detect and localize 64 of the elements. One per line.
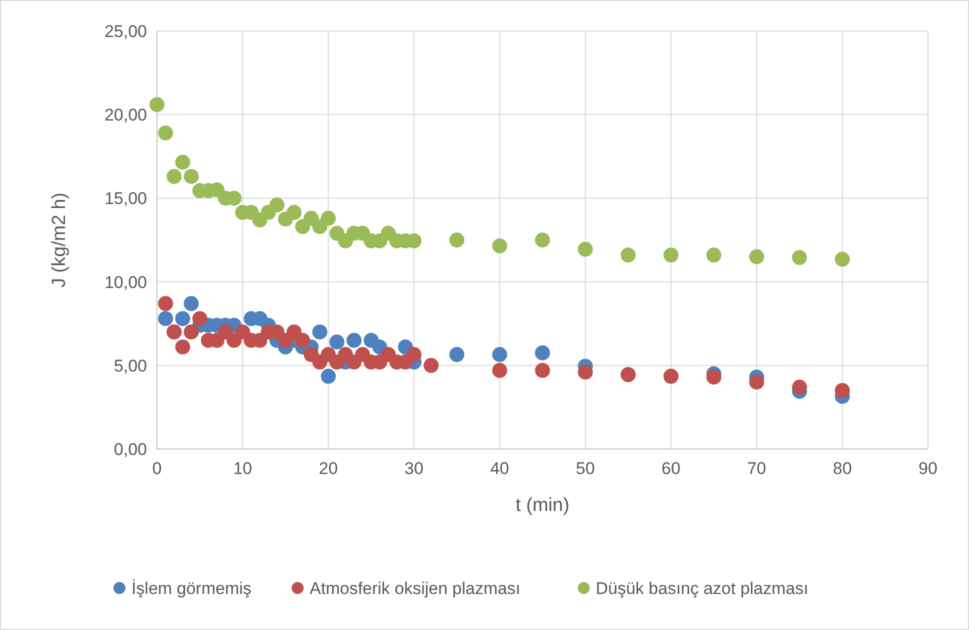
point <box>620 248 636 263</box>
point <box>792 380 807 395</box>
point <box>346 332 362 348</box>
point <box>834 382 850 398</box>
point <box>295 332 310 348</box>
point <box>834 252 850 267</box>
point <box>792 250 807 266</box>
x-tick-label: 30 <box>404 459 424 478</box>
point <box>269 197 284 212</box>
point <box>320 368 336 384</box>
y-tick-label: 20,00 <box>104 106 147 125</box>
point <box>158 311 174 326</box>
x-axis-title: t (min) <box>516 495 570 516</box>
y-tick-label: 5,00 <box>114 356 147 376</box>
point <box>578 364 593 380</box>
x-tick-label: 70 <box>747 459 766 478</box>
point <box>158 125 174 140</box>
point <box>535 362 550 378</box>
point <box>749 374 764 390</box>
x-tick-label: 0 <box>152 459 162 478</box>
point <box>706 248 722 263</box>
legend-label: Atmosferik oksijen plazması <box>310 578 520 598</box>
y-tick-label: 0,00 <box>114 440 147 459</box>
point <box>424 358 439 373</box>
point <box>492 238 508 254</box>
point <box>286 204 302 220</box>
point <box>184 168 199 184</box>
point <box>175 311 190 326</box>
point <box>158 296 174 312</box>
point <box>749 249 764 264</box>
y-axis-title: J (kg/m2 h) <box>49 192 70 288</box>
y-tick-label: 10,00 <box>104 272 147 292</box>
point <box>492 362 508 378</box>
y-tick-label: 25,00 <box>104 22 147 41</box>
point <box>329 334 344 350</box>
x-tick-label: 60 <box>662 459 680 478</box>
x-tick-label: 10 <box>233 459 252 478</box>
point <box>175 154 190 170</box>
point <box>192 311 208 326</box>
point <box>706 370 722 385</box>
point <box>664 248 678 263</box>
point <box>492 347 508 362</box>
point <box>449 347 464 362</box>
point <box>226 332 242 348</box>
point <box>449 232 464 248</box>
point <box>320 210 336 226</box>
point <box>535 345 550 360</box>
point <box>578 242 593 257</box>
point <box>184 324 199 340</box>
x-tick-label: 90 <box>918 459 938 478</box>
x-tick-label: 80 <box>832 459 852 478</box>
x-tick-label: 40 <box>490 459 510 478</box>
x-tick-label: 50 <box>576 459 595 478</box>
legend-label: Düşük basınç azot plazması <box>596 578 808 598</box>
legend-label: İşlem görmemiş <box>131 578 252 598</box>
point <box>312 324 328 340</box>
point <box>406 347 422 362</box>
point <box>166 168 182 184</box>
point <box>150 97 164 112</box>
point <box>184 296 199 312</box>
point <box>535 232 550 248</box>
y-tick-label: 15,00 <box>104 189 147 208</box>
x-tick-label: 20 <box>318 459 338 478</box>
point <box>175 340 190 355</box>
